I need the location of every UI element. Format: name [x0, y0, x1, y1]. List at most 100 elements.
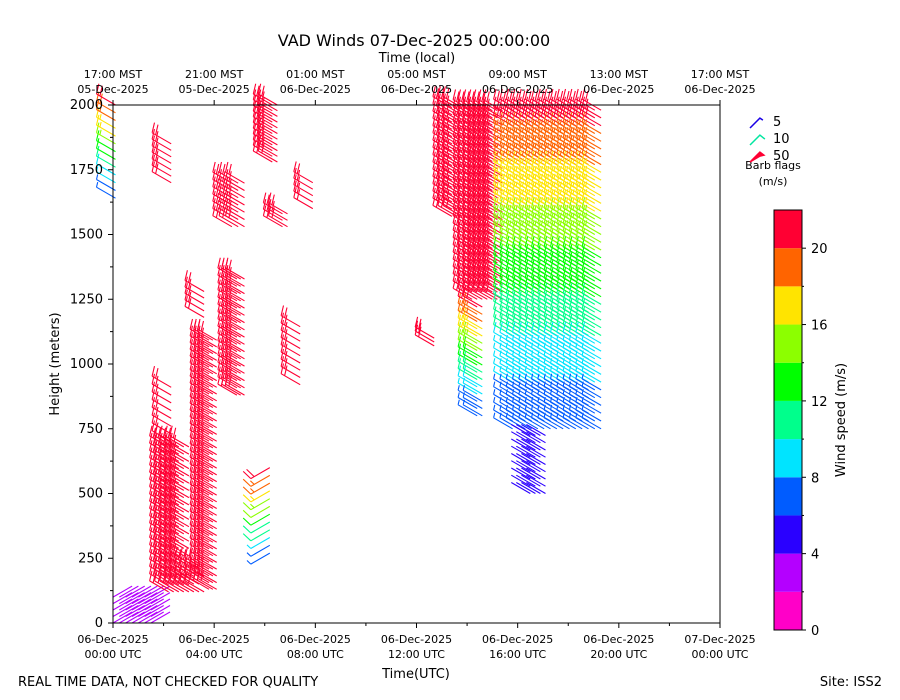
wind-barb [511, 412, 532, 430]
wind-barb [516, 467, 536, 480]
wind-barb [499, 283, 520, 305]
wind-barb [169, 476, 190, 499]
barb-legend-label: 5 [773, 115, 781, 130]
wind-barb [169, 512, 190, 535]
wind-barb [144, 611, 164, 624]
wind-barb [575, 205, 596, 228]
wind-barb [224, 176, 245, 199]
wind-barb [224, 190, 245, 213]
wind-barb [224, 373, 245, 396]
wind-barb [242, 505, 271, 518]
wind-barb [575, 373, 596, 391]
wind-barb [119, 598, 139, 611]
wind-barb [95, 106, 116, 129]
wind-barb [521, 474, 541, 487]
wind-barb [169, 498, 190, 520]
wind-barb [581, 358, 602, 375]
wind-barb [242, 474, 271, 487]
wind-barb [457, 350, 478, 373]
wind-barb [556, 412, 577, 430]
wind-barb [224, 198, 245, 220]
wind-barb [169, 461, 190, 484]
x-top-tick-label-date: 05-Dec-2025 [179, 83, 250, 96]
colorbar-bin [774, 553, 802, 592]
footer-site: Site: ISS2 [820, 675, 882, 690]
x-tick-label-time: 04:00 UTC [186, 648, 243, 661]
wind-barb [280, 319, 301, 342]
wind-barb [184, 296, 205, 318]
wind-barb [581, 197, 602, 220]
wind-barb [125, 592, 145, 605]
wind-barb [197, 392, 217, 415]
wind-barb [246, 552, 271, 565]
wind-barb [95, 181, 116, 199]
wind-barb [184, 276, 205, 299]
x-tick-label-time: 16:00 UTC [489, 648, 546, 661]
wind-barb [151, 389, 172, 412]
wind-barb [218, 198, 239, 220]
wind-barb [112, 605, 133, 617]
wind-barb [131, 598, 152, 611]
wind-barb [95, 122, 116, 145]
colorbar-bin [774, 362, 802, 401]
barb-legend-caption: Barb flags [745, 159, 801, 172]
wind-barb [224, 264, 245, 287]
wind-barb [197, 372, 217, 395]
colorbar-bin [774, 286, 802, 325]
wind-barb [457, 377, 478, 395]
y-tick-label: 2000 [70, 98, 103, 113]
x-tick-label-time: 12:00 UTC [388, 648, 445, 661]
x-tick-label-date: 06-Dec-2025 [482, 633, 553, 646]
wind-barb [482, 212, 503, 235]
wind-barb [462, 377, 483, 395]
wind-barb [169, 454, 190, 477]
wind-barb [482, 219, 503, 242]
wind-barb [280, 341, 301, 364]
wind-barb [169, 490, 190, 513]
wind-barb [280, 348, 301, 371]
wind-barb [151, 404, 172, 427]
wind-barb [521, 445, 541, 458]
wind-barb [526, 482, 546, 494]
wind-barb [482, 140, 503, 162]
wind-barb [581, 321, 602, 344]
wind-barb [197, 473, 217, 496]
colorbar-frame [773, 209, 803, 631]
wind-barb [499, 314, 520, 336]
wind-barb [581, 290, 602, 313]
wind-barb [131, 592, 152, 605]
wind-barb [151, 397, 172, 419]
wind-barb [575, 251, 596, 274]
wind-barb [150, 611, 171, 624]
wind-barb [212, 205, 233, 228]
wind-barb [482, 125, 503, 148]
wind-barb [581, 389, 602, 406]
wind-barb [280, 356, 301, 378]
wind-barb [575, 228, 596, 251]
wind-barb [575, 259, 596, 282]
wind-barb [511, 424, 531, 436]
wind-barb [581, 119, 602, 142]
wind-barb [112, 611, 133, 624]
wind-barb [575, 321, 596, 344]
wind-barb [575, 404, 596, 422]
wind-barb [575, 298, 596, 321]
wind-barb [414, 316, 435, 339]
wind-barb [581, 314, 602, 336]
wind-barb [575, 358, 596, 375]
colorbar: Wind speed (m/s) 0 4 8 12 16 20 [773, 209, 849, 639]
wind-barb [575, 267, 596, 290]
wind-barb [581, 135, 602, 158]
wind-barb [499, 251, 520, 274]
wind-barb [482, 248, 503, 271]
wind-barb [169, 570, 190, 593]
wind-barb [543, 412, 564, 430]
wind-barb [224, 293, 245, 316]
wind-barb [242, 482, 271, 495]
wind-barb [267, 192, 288, 215]
wind-barb [197, 554, 217, 577]
wind-barb [581, 166, 602, 189]
wind-barb [462, 343, 483, 366]
wind-barb [224, 337, 245, 360]
wind-barb [521, 482, 541, 494]
